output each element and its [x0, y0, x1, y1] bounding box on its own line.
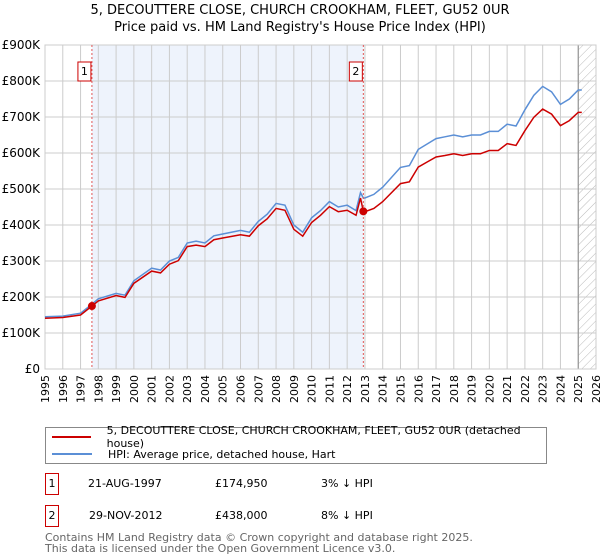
plot-frame	[44, 44, 597, 370]
x-tick-label: 2021	[501, 375, 514, 403]
y-tick-label: £500K	[2, 182, 42, 196]
footer-licence: This data is licensed under the Open Gov…	[45, 542, 396, 555]
x-tick-label: 1995	[39, 375, 52, 403]
y-tick-label: £900K	[2, 38, 42, 52]
x-tick-label: 2011	[323, 375, 336, 403]
sale-marker-label: 2	[352, 65, 359, 78]
chart-title: 5, DECOUTTERE CLOSE, CHURCH CROOKHAM, FL…	[90, 3, 510, 18]
x-tick-label: 2004	[199, 375, 212, 403]
forecast-hatch	[578, 45, 596, 369]
x-tick-label: 2016	[412, 375, 425, 403]
sale-point	[87, 302, 96, 311]
x-tick-label: 2002	[163, 375, 176, 403]
legend-swatch-property	[52, 436, 91, 438]
footer-copyright: Contains HM Land Registry data © Crown c…	[45, 531, 473, 544]
x-tick-label: 2018	[448, 375, 461, 403]
legend-item-hpi: HPI: Average price, detached house, Hart	[46, 446, 335, 462]
x-tick-label: 1998	[92, 375, 105, 403]
y-tick-label: £100K	[2, 326, 42, 340]
x-tick-label: 2005	[217, 375, 230, 403]
y-tick-label: £600K	[2, 146, 42, 160]
x-tick-label: 2015	[394, 375, 407, 403]
x-tick-label: 2025	[572, 375, 585, 403]
sale-delta: 3% ↓ HPI	[321, 477, 373, 490]
sale-marker-box	[77, 61, 92, 82]
property-price-line	[44, 108, 582, 319]
x-tick-label: 2024	[554, 375, 567, 403]
shaded-period	[91, 45, 364, 369]
legend: 5, DECOUTTERE CLOSE, CHURCH CROOKHAM, FL…	[45, 424, 547, 464]
x-tick-label: 2023	[537, 375, 550, 403]
x-tick-label: 2014	[377, 375, 390, 403]
x-tick-label: 1999	[110, 375, 123, 403]
hpi-line	[44, 85, 582, 318]
sale-badge: 2	[45, 505, 59, 527]
sale-point	[359, 207, 368, 216]
legend-label-property: 5, DECOUTTERE CLOSE, CHURCH CROOKHAM, FL…	[106, 424, 521, 450]
y-tick-label: £300K	[2, 254, 42, 268]
x-tick-label: 2017	[430, 375, 443, 403]
sale-marker-box	[348, 61, 363, 82]
x-tick-label: 2010	[306, 375, 319, 403]
x-tick-label: 2007	[252, 375, 265, 403]
y-tick-label: £200K	[2, 290, 42, 304]
sale-date: 29-NOV-2012	[89, 509, 163, 522]
x-tick-label: 2000	[128, 375, 141, 403]
legend-label-hpi: HPI: Average price, detached house, Hart	[108, 447, 336, 461]
y-tick-label: £800K	[2, 74, 42, 88]
x-tick-label: 2020	[483, 375, 496, 403]
y-tick-label: £700K	[2, 110, 42, 124]
sale-marker-label: 1	[81, 65, 88, 78]
sale-delta: 8% ↓ HPI	[321, 509, 373, 522]
y-tick-label: £0	[25, 362, 40, 376]
price-chart: 1995 1996 1997 1998 1999 2000 2001 2002 2003 2004…	[2, 38, 600, 403]
x-tick-label: 2001	[146, 375, 159, 403]
legend-swatch-hpi	[52, 453, 92, 455]
sale-badge: 1	[45, 473, 59, 495]
x-tick-label: 1997	[75, 375, 88, 403]
y-tick-label: £400K	[2, 218, 42, 232]
x-tick-label: 2022	[519, 375, 532, 403]
sale-price: £174,950	[215, 477, 268, 490]
x-tick-label: 2008	[270, 375, 283, 403]
x-tick-label: 2012	[341, 375, 354, 403]
legend-item-property: 5, DECOUTTERE CLOSE, CHURCH CROOKHAM, FL…	[46, 424, 546, 450]
x-tick-label: 2006	[235, 375, 248, 403]
x-tick-label: 2019	[466, 375, 479, 403]
x-tick-label: 1996	[57, 375, 70, 403]
x-tick-label: 2009	[288, 375, 301, 403]
sale-price: £438,000	[215, 509, 268, 522]
x-tick-label: 2013	[359, 375, 372, 403]
x-tick-label: 2003	[181, 375, 194, 403]
chart-subtitle: Price paid vs. HM Land Registry's House …	[114, 20, 486, 35]
x-tick-label: 2026	[590, 375, 600, 403]
sale-date: 21-AUG-1997	[88, 477, 162, 490]
